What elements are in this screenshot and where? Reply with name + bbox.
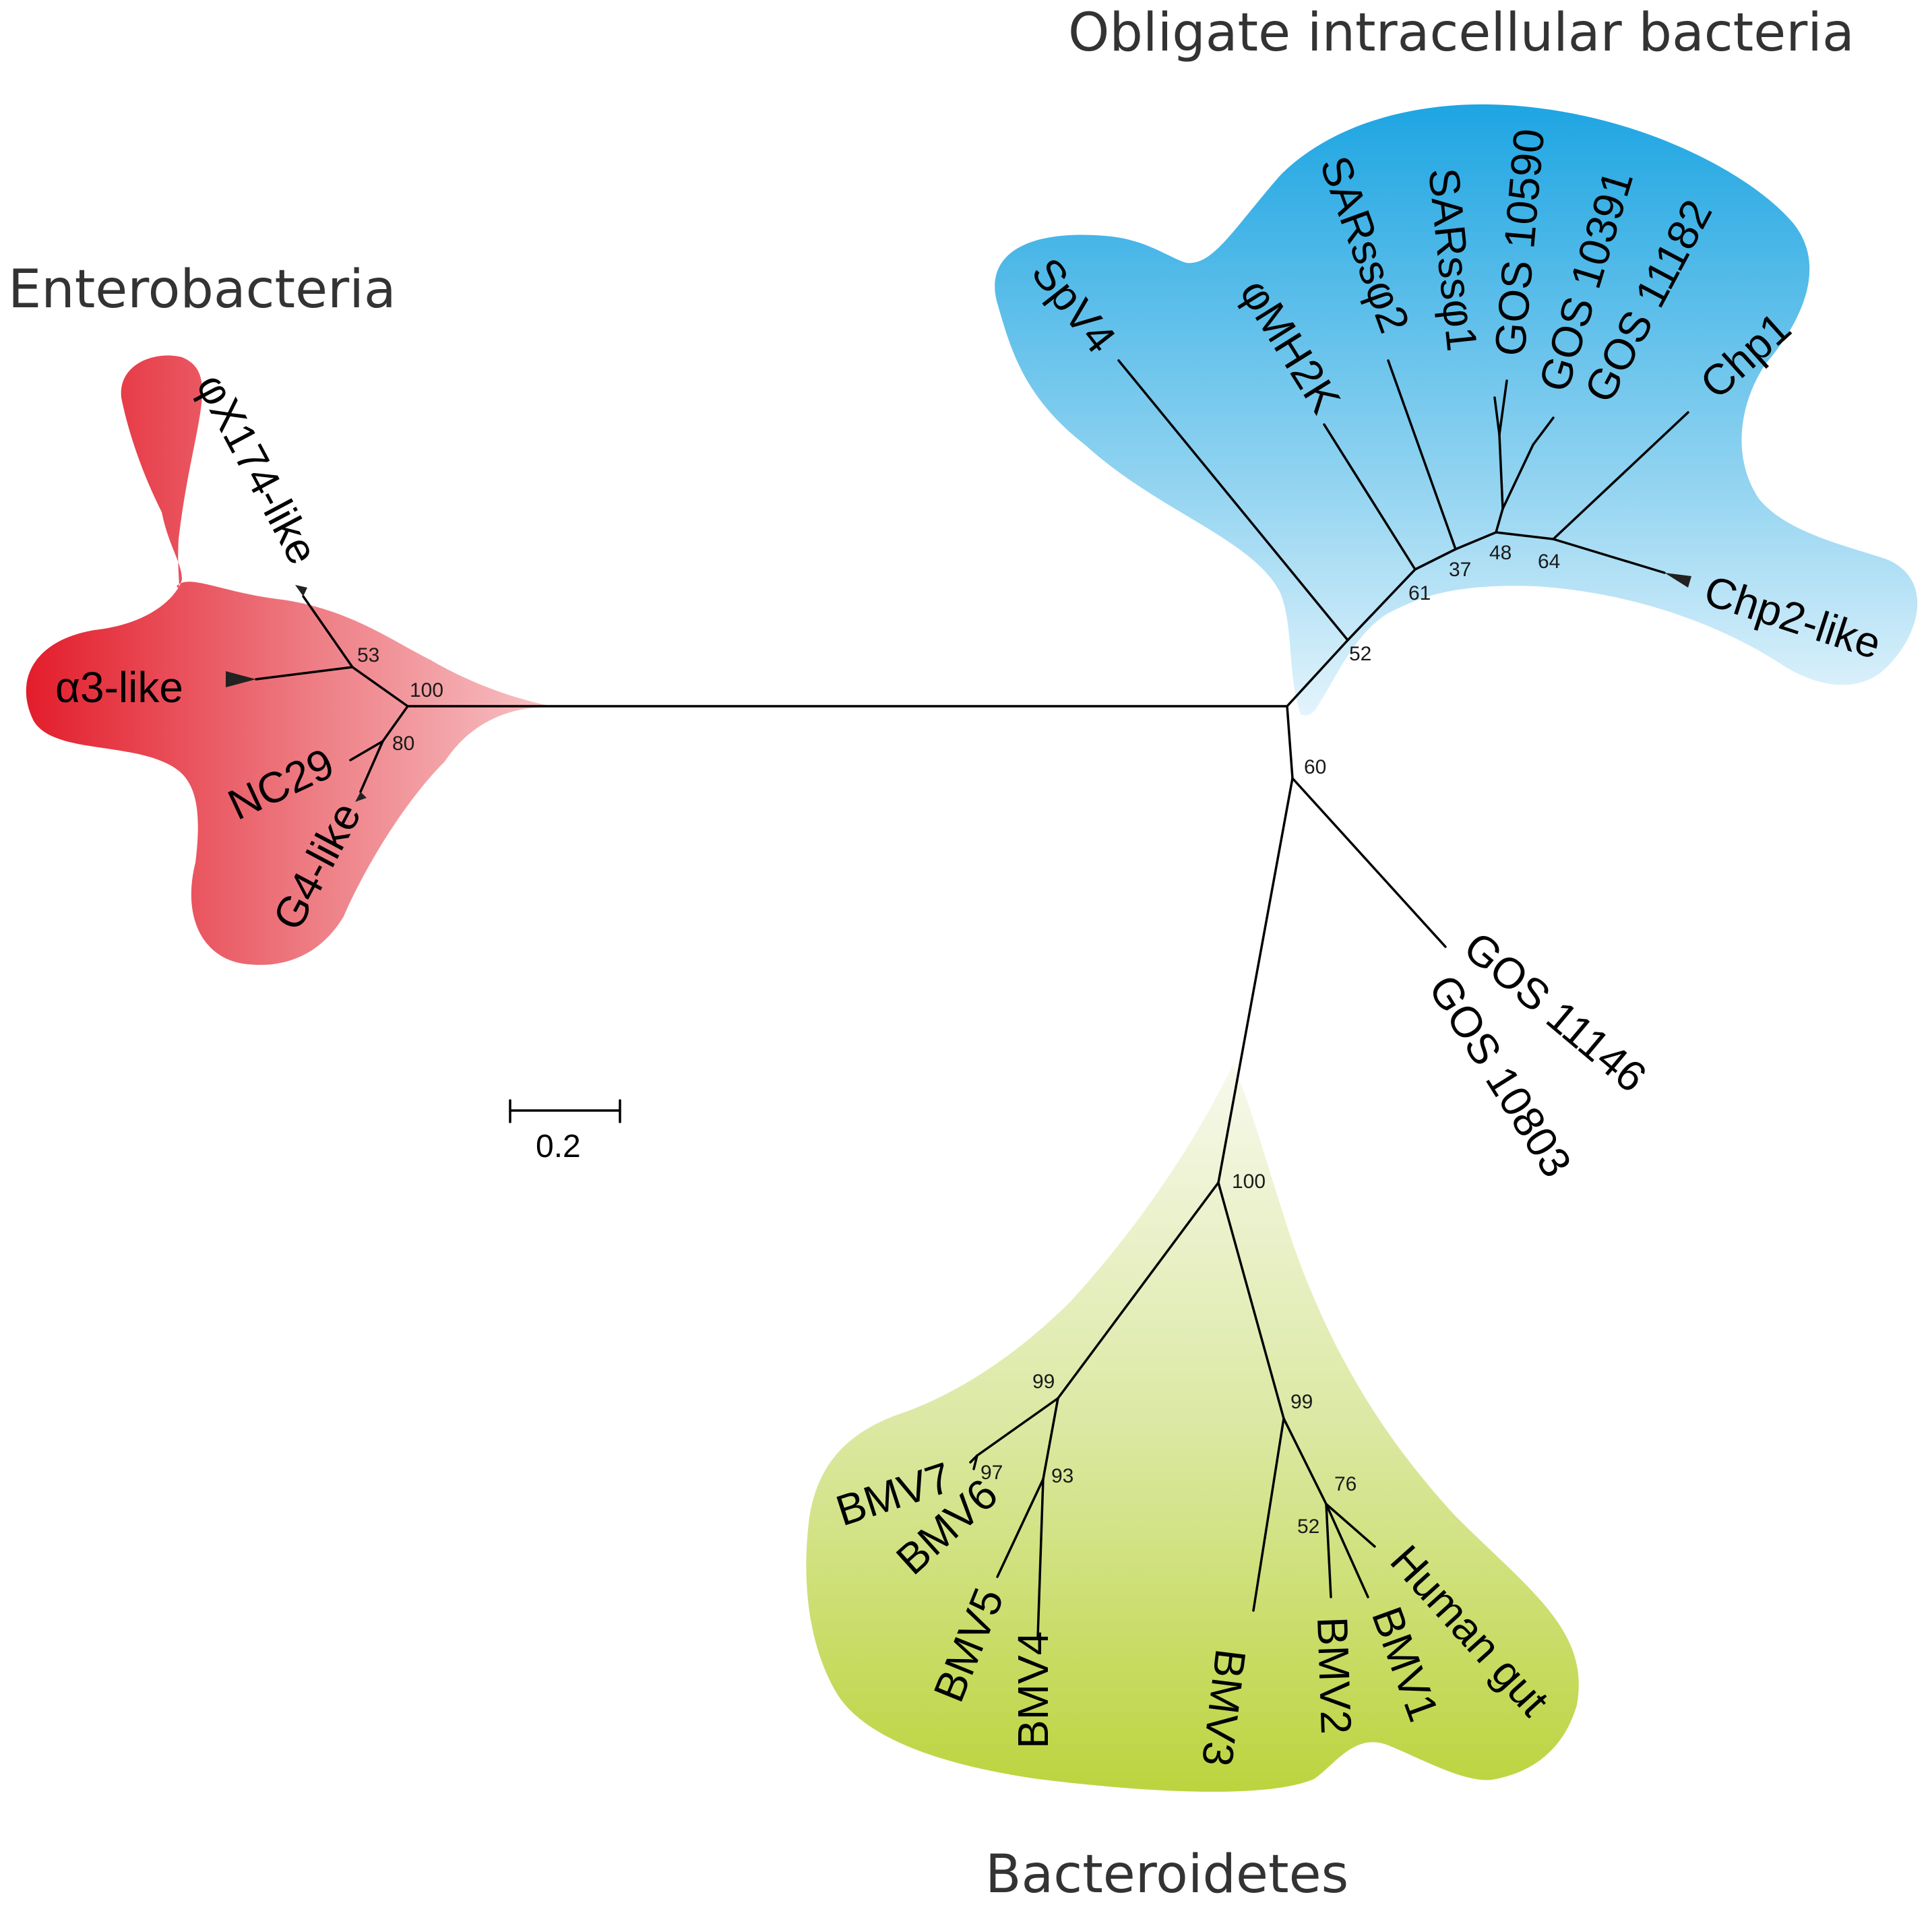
branch — [1495, 507, 1504, 534]
tree-branches — [255, 359, 1689, 1639]
branch — [1387, 359, 1457, 551]
branch — [349, 740, 384, 761]
support-value: 99 — [1032, 1371, 1055, 1393]
collapsed-clade-g4 — [355, 792, 367, 802]
branch — [1325, 1503, 1369, 1598]
branch — [359, 740, 384, 793]
support-value: 37 — [1449, 559, 1471, 581]
branch — [255, 666, 354, 681]
leaf-label-phix174: φX174-like — [187, 366, 328, 572]
branch — [1495, 531, 1555, 540]
branch — [1501, 443, 1534, 510]
branch — [1325, 1503, 1332, 1598]
branch — [1217, 1181, 1285, 1420]
branch — [1117, 359, 1349, 642]
branch — [1057, 1181, 1220, 1400]
branch — [1454, 531, 1497, 551]
branch — [1498, 379, 1508, 436]
enterobacteria-title: Enterobacteria — [8, 259, 396, 320]
branch — [996, 1478, 1045, 1578]
bacteroidetes-title: Bacteroidetes — [985, 1844, 1348, 1905]
collapsed-clade-chp2 — [1664, 573, 1691, 588]
support-value: 52 — [1349, 643, 1371, 665]
enterobacteria-clade-region — [26, 355, 559, 965]
branch — [1552, 411, 1689, 540]
support-value: 100 — [1232, 1170, 1266, 1193]
branch — [351, 666, 409, 708]
branch — [381, 705, 409, 743]
branch — [976, 1397, 1059, 1457]
support-value: 99 — [1290, 1391, 1313, 1413]
obligate-intracellular-title: Obligate intracellular bacteria — [1068, 3, 1855, 63]
support-value: 48 — [1489, 542, 1512, 564]
collapsed-clade-alpha3 — [226, 671, 256, 687]
branch — [1323, 423, 1416, 571]
branch — [1291, 777, 1447, 948]
branch — [1493, 396, 1501, 436]
branch — [1217, 777, 1294, 1184]
support-value: 64 — [1538, 551, 1560, 573]
support-value: 60 — [1304, 756, 1326, 778]
branch — [1286, 705, 1294, 780]
leaf-label-bmv4: BMV4 — [1009, 1631, 1057, 1749]
branch — [302, 595, 354, 668]
support-value: 93 — [1051, 1465, 1073, 1487]
leaf-label-bmv2: BMV2 — [1308, 1616, 1361, 1735]
collapsed-clade-phix174 — [295, 585, 307, 596]
branch — [1414, 548, 1457, 571]
support-value: 97 — [980, 1462, 1003, 1484]
bacteroidetes-clade-region — [806, 1065, 1579, 1792]
branch — [1286, 639, 1349, 708]
support-value: 100 — [410, 679, 443, 701]
scale-bar-label: 0.2 — [536, 1129, 581, 1164]
branch — [1042, 1397, 1059, 1480]
support-value: 61 — [1408, 582, 1431, 604]
branch — [1552, 538, 1666, 574]
support-value: 76 — [1334, 1473, 1357, 1495]
branch — [1282, 1417, 1328, 1505]
support-value: 52 — [1297, 1516, 1319, 1538]
support-value: 80 — [392, 732, 414, 755]
branch — [1036, 1478, 1045, 1639]
scale-bar: 0.2 — [509, 1099, 621, 1164]
branch — [1325, 1503, 1376, 1548]
branch — [1498, 433, 1504, 510]
branch — [1532, 416, 1555, 446]
branch — [1252, 1417, 1285, 1612]
branch — [972, 1454, 978, 1470]
support-value: 53 — [357, 644, 379, 666]
leaf-label-alpha3: α3-like — [55, 663, 183, 712]
obligate-clade-region — [995, 104, 1918, 716]
branch — [1346, 568, 1416, 642]
